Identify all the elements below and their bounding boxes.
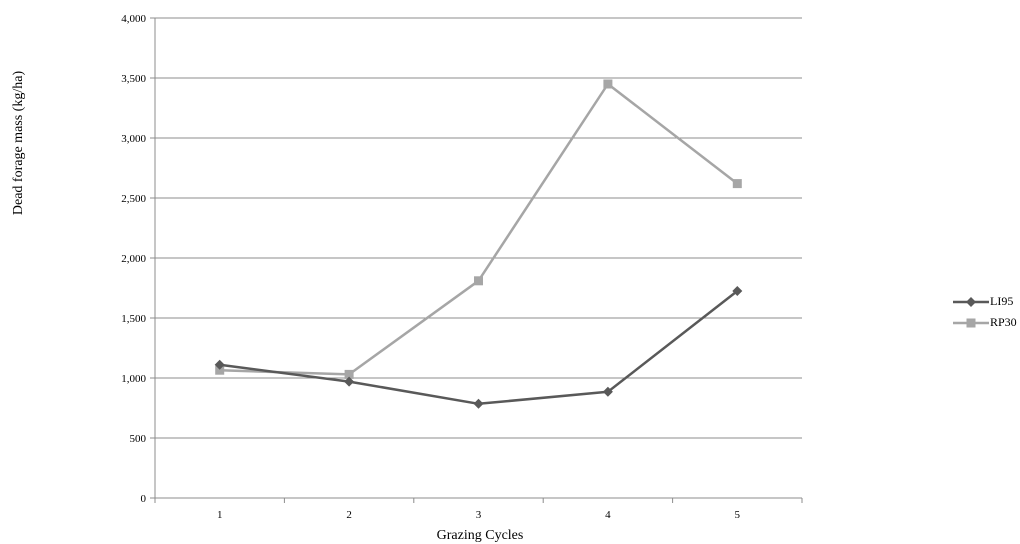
legend-marker bbox=[966, 296, 976, 307]
y-tick-label: 0 bbox=[141, 493, 147, 505]
data-point-li95 bbox=[473, 398, 484, 409]
legend: LI95 RP30 bbox=[953, 291, 1017, 333]
data-point-rp30 bbox=[344, 369, 354, 379]
data-point-rp30 bbox=[215, 365, 225, 375]
data-point-rp30 bbox=[732, 179, 742, 189]
y-tick-label: 2,000 bbox=[121, 253, 146, 265]
series-line-rp30 bbox=[219, 82, 739, 376]
x-tick-label: 3 bbox=[476, 509, 482, 521]
data-point-rp30 bbox=[474, 276, 483, 286]
data-point-rp30 bbox=[603, 79, 613, 89]
y-tick-label: 3,500 bbox=[121, 73, 146, 85]
y-tick-label: 4,000 bbox=[121, 13, 146, 25]
legend-label-li95: LI95 bbox=[990, 294, 1014, 308]
y-tick-label: 2,500 bbox=[121, 193, 146, 205]
legend-swatch-rp30 bbox=[953, 318, 989, 327]
x-tick-label: 2 bbox=[346, 509, 352, 521]
y-tick-label: 1,500 bbox=[121, 313, 146, 325]
x-tick-label: 5 bbox=[735, 509, 741, 521]
data-point-li95 bbox=[732, 286, 743, 296]
y-tick-label: 3,000 bbox=[121, 133, 146, 145]
y-axis-title: Dead forage mass (kg/ha) bbox=[11, 70, 26, 216]
legend-swatch-li95 bbox=[953, 296, 989, 307]
y-tick-label: 1,000 bbox=[121, 373, 146, 385]
x-tick-label: 4 bbox=[605, 509, 611, 521]
data-point-li95 bbox=[214, 359, 225, 370]
data-point-li95 bbox=[602, 386, 613, 397]
legend-label-rp30: RP30 bbox=[990, 315, 1017, 329]
legend-item-rp30: RP30 bbox=[953, 312, 1017, 333]
x-axis-title: Grazing Cycles bbox=[436, 528, 524, 543]
legend-marker bbox=[966, 318, 976, 327]
data-point-li95 bbox=[344, 376, 355, 387]
series-line-li95 bbox=[219, 290, 739, 406]
y-tick-label: 500 bbox=[130, 433, 147, 445]
legend-item-li95: LI95 bbox=[953, 291, 1017, 312]
x-tick-label: 1 bbox=[217, 509, 223, 521]
